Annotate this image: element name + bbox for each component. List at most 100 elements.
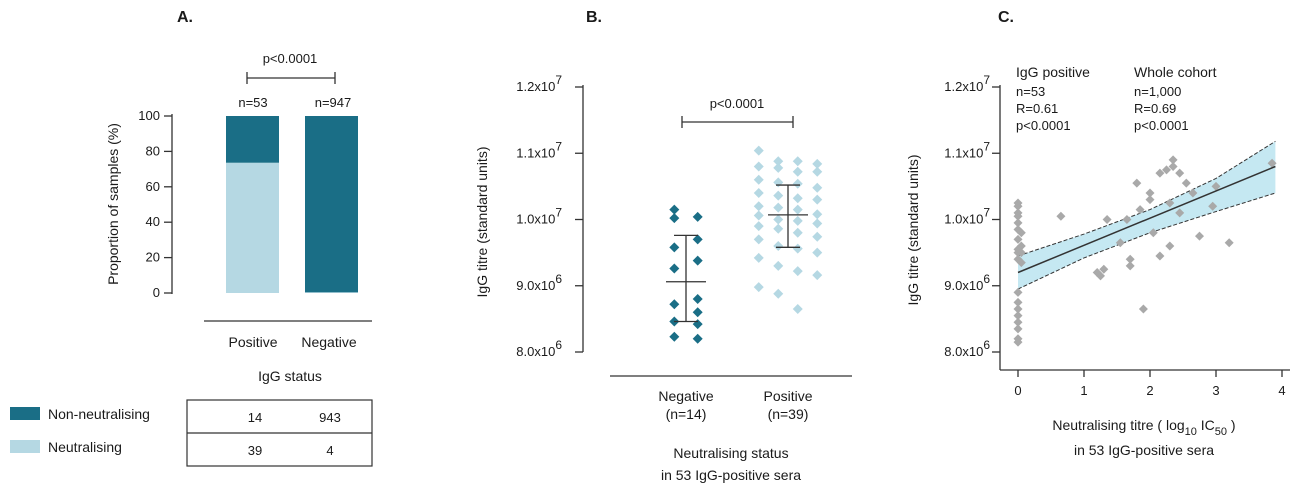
data-point (753, 282, 764, 293)
data-point (1211, 181, 1221, 191)
panel-b-points (669, 145, 823, 344)
panel-a-y-ticks: 0 20 40 60 80 100 (138, 108, 172, 300)
data-point (773, 260, 784, 271)
stats-whole-n: n=1,000 (1134, 84, 1181, 99)
data-point (669, 204, 680, 215)
data-point (1175, 168, 1185, 178)
panel-c-x-ticks: 0 1 2 3 4 (1014, 370, 1286, 398)
stats-whole-title: Whole cohort (1134, 64, 1217, 80)
data-point (1016, 241, 1026, 251)
data-point (1224, 238, 1234, 248)
data-point (812, 209, 823, 220)
data-point (753, 161, 764, 172)
data-point (1125, 254, 1135, 264)
panel-b-letter: B. (586, 9, 602, 26)
panel-b-pvalue: p<0.0001 (710, 96, 765, 111)
panel-a-bars (226, 116, 358, 293)
data-point (1013, 297, 1023, 307)
data-point (1016, 258, 1026, 268)
table-cell: 943 (319, 410, 341, 425)
data-point (753, 188, 764, 198)
ci-upper-line (1017, 140, 1276, 257)
panel-a-n-positive: n=53 (238, 95, 267, 110)
data-point (773, 202, 784, 213)
data-point (812, 218, 823, 229)
panel-c-x-label: Neutralising titre ( log10 IC50 ) (1052, 417, 1235, 438)
data-point (812, 182, 823, 193)
y-tick-label: 1.2x107 (944, 73, 990, 94)
data-point (1102, 215, 1112, 224)
data-point (812, 166, 823, 177)
legend-label-non-neutralising: Non-neutralising (48, 406, 150, 422)
data-point (1145, 188, 1155, 198)
data-point (1013, 304, 1023, 314)
data-point (1122, 215, 1132, 224)
data-point (792, 156, 803, 167)
ci-lower-line (1017, 192, 1276, 290)
stats-igg-p: p<0.0001 (1016, 118, 1071, 133)
panel-c-x-label-2: in 53 IgG-positive sera (1074, 442, 1214, 458)
y-tick-label: 20 (146, 250, 160, 265)
data-point (792, 227, 803, 238)
data-point (753, 252, 764, 263)
data-point (792, 178, 803, 189)
data-point (1165, 241, 1175, 251)
data-point (1132, 178, 1142, 188)
panel-b-y-label: IgG titre (standard units) (474, 147, 490, 298)
x-tick-label: 2 (1146, 383, 1153, 398)
data-point (1175, 208, 1185, 218)
data-point (1155, 251, 1165, 261)
x-label-part: IC (1197, 417, 1215, 433)
panel-a-counts-table: 14 943 39 4 (186, 399, 373, 467)
data-point (773, 177, 784, 188)
stats-whole-r: R=0.69 (1134, 101, 1176, 116)
data-point (1165, 198, 1175, 208)
panel-b: B. 8.0x106 9.0x106 1.0x107 1.1x107 1.2x107 I… (474, 9, 852, 483)
stats-whole-p: p<0.0001 (1134, 118, 1189, 133)
panel-a-n-negative: n=947 (315, 95, 352, 110)
data-point (1013, 211, 1023, 221)
data-point (1013, 287, 1023, 297)
data-point (753, 210, 764, 221)
data-point (792, 303, 803, 314)
data-point (753, 174, 764, 185)
data-point (773, 241, 784, 251)
panel-a-pvalue: p<0.0001 (263, 51, 318, 66)
y-tick-label: 80 (146, 143, 160, 158)
data-point (812, 231, 823, 242)
x-label-part: Neutralising titre ( log (1052, 417, 1184, 433)
data-point (792, 166, 803, 177)
bar-non-neutralising (226, 116, 279, 163)
data-point (1267, 158, 1277, 168)
x-tick-label: 3 (1212, 383, 1219, 398)
data-point (1138, 304, 1148, 314)
data-point (812, 158, 823, 169)
data-point (753, 201, 764, 212)
data-point (773, 162, 784, 173)
data-point (692, 319, 703, 330)
panel-a-x-tick-negative: Negative (301, 334, 356, 350)
table-cell: 4 (326, 443, 333, 458)
panel-c-letter: C. (998, 9, 1014, 26)
panel-c-fit-line (1017, 165, 1276, 274)
panel-c-confidence-band (1017, 140, 1276, 290)
panel-a-sig-bracket (246, 72, 336, 84)
data-point (1181, 178, 1191, 188)
panel-b-x-label: Neutralising status (673, 445, 788, 461)
data-point (692, 211, 703, 222)
data-point (1168, 162, 1178, 171)
data-point (1092, 268, 1102, 277)
panel-b-x-tick-positive-n: (n=39) (768, 406, 809, 422)
stats-igg-title: IgG positive (1016, 64, 1090, 80)
data-point (1013, 317, 1023, 327)
table-cell: 39 (248, 443, 262, 458)
legend-swatch-non-neutralising (10, 407, 40, 420)
y-tick-label: 1.1x107 (944, 139, 990, 160)
legend-swatch-neutralising (10, 440, 40, 453)
panel-a-y-label: Proportion of samples (%) (105, 123, 121, 285)
y-tick-label: 40 (146, 214, 160, 229)
y-tick-label: 100 (138, 108, 160, 123)
y-tick-label: 1.2x107 (516, 73, 562, 94)
data-point (669, 213, 680, 224)
data-point (773, 288, 784, 299)
